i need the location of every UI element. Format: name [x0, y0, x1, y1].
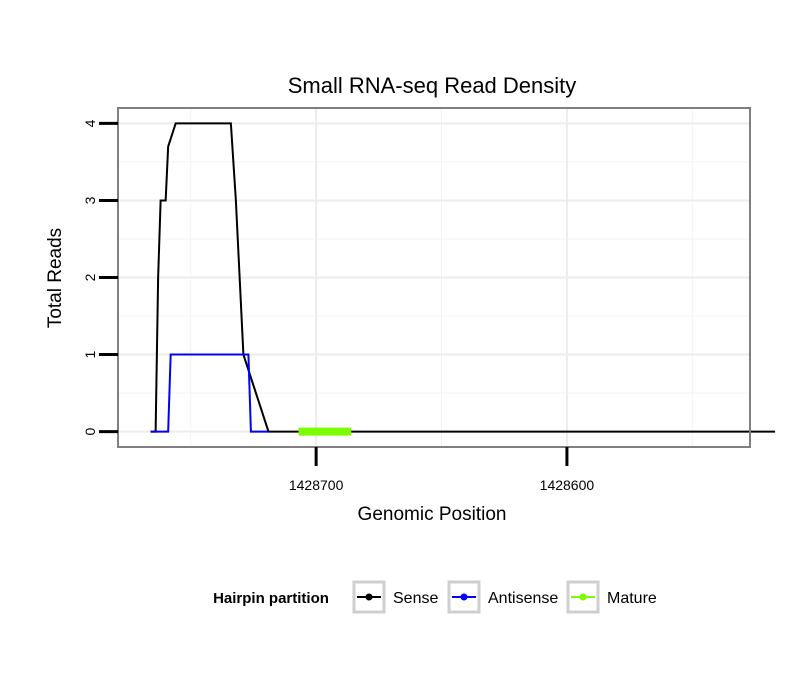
series-line-sense: [150, 122, 776, 433]
y-axis: 0 1 2 3 4: [82, 119, 118, 435]
legend-title: Hairpin partition: [213, 590, 329, 607]
legend-label-sense: Sense: [393, 590, 438, 607]
legend-key-dot-sense: [365, 593, 373, 601]
y-tick-label: 1: [82, 350, 98, 358]
legend-label-antisense: Antisense: [488, 590, 558, 607]
chart-title: Small RNA-seq Read Density: [288, 73, 577, 98]
legend-key-box-antisense: [447, 580, 481, 614]
legend-key-dot-antisense: [460, 593, 468, 601]
legend-label-mature: Mature: [607, 590, 657, 607]
series-line-antisense: [150, 353, 269, 433]
legend: Hairpin partition Sense Antisense Mature: [213, 580, 657, 614]
y-tick-label: 4: [82, 119, 98, 127]
x-tick-label: 1428600: [540, 477, 595, 493]
x-axis: 1428700 1428600: [289, 447, 595, 493]
y-tick-label: 3: [82, 196, 98, 204]
legend-key-dot-mature: [579, 593, 587, 601]
y-tick-label: 2: [82, 273, 98, 281]
series-layer: [150, 122, 776, 436]
x-axis-label: Genomic Position: [358, 504, 507, 525]
y-tick-label: 0: [82, 427, 98, 435]
y-axis-label: Total Reads: [45, 228, 66, 328]
x-tick-label: 1428700: [289, 477, 344, 493]
